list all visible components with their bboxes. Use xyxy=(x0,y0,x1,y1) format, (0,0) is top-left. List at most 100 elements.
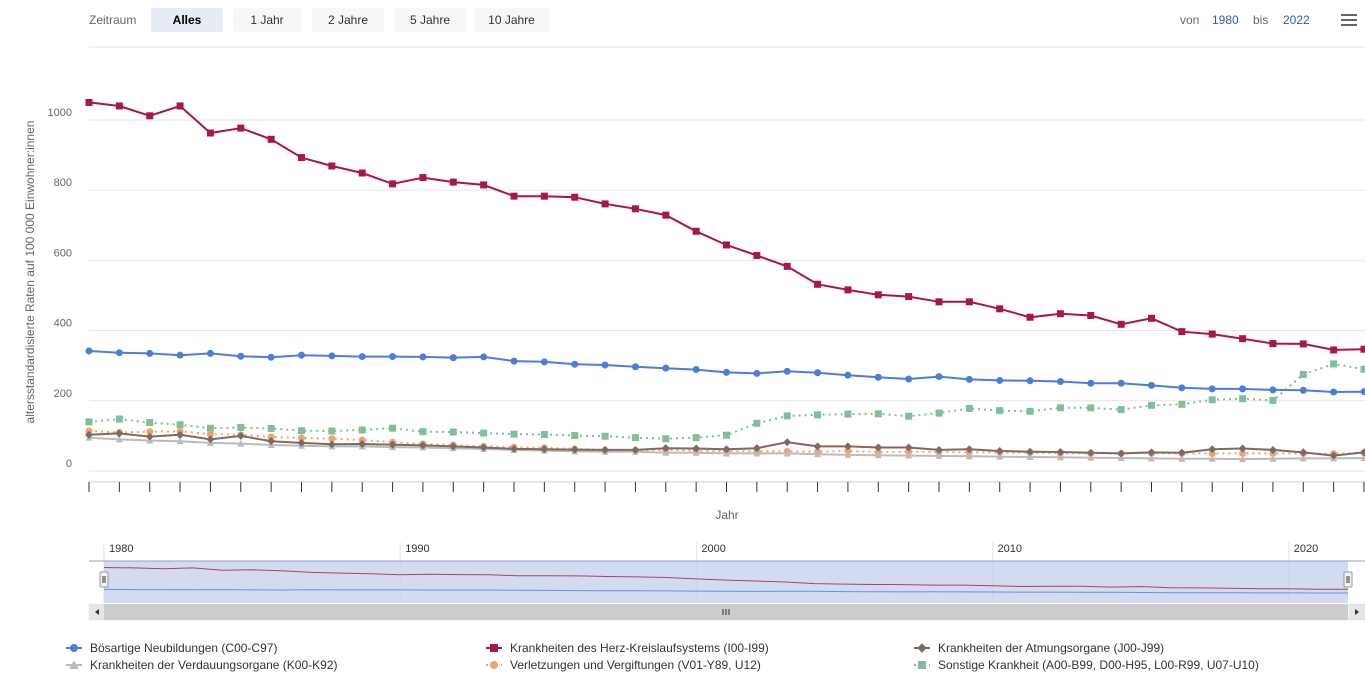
data-point xyxy=(1148,381,1155,389)
data-point xyxy=(753,419,761,427)
zoom-button-2-years[interactable]: 2 Jahre xyxy=(312,8,384,32)
data-point xyxy=(176,351,184,359)
navigator[interactable]: 1980 1990 2000 2010 2020 xyxy=(88,542,1365,621)
data-point xyxy=(145,432,154,441)
data-point xyxy=(692,227,700,235)
data-point xyxy=(389,353,397,361)
scroll-left-arrow-icon[interactable] xyxy=(89,604,104,620)
data-point xyxy=(996,376,1004,384)
data-point xyxy=(1299,454,1307,462)
legend-label: Verletzungen und Vergiftungen (V01-Y89, … xyxy=(510,658,761,672)
y-axis-label: altersstandardisierte Raten auf 100 000 … xyxy=(23,121,37,424)
data-point xyxy=(237,440,245,447)
data-point xyxy=(1056,404,1064,412)
zoom-button-all[interactable]: Alles xyxy=(151,8,223,32)
data-point xyxy=(146,428,154,436)
data-point xyxy=(1269,396,1277,404)
y-tick-label: 600 xyxy=(54,247,72,259)
data-point xyxy=(965,405,973,413)
data-point xyxy=(1299,448,1308,457)
data-point xyxy=(1056,453,1064,461)
data-point xyxy=(1056,377,1064,385)
legend-label: Krankheiten des Herz-Kreislaufsystems (I… xyxy=(510,641,769,655)
zoom-button-1-year[interactable]: 1 Jahr xyxy=(233,8,301,32)
zoom-button-10-years[interactable]: 10 Jahre xyxy=(474,8,549,32)
navigator-handle-left[interactable] xyxy=(99,571,109,588)
series-hk xyxy=(85,98,1365,354)
data-point xyxy=(874,373,882,381)
data-point xyxy=(1087,312,1095,320)
navigator-tick-label: 2000 xyxy=(701,543,725,555)
data-point xyxy=(662,435,670,443)
data-point xyxy=(1026,453,1034,460)
data-point xyxy=(115,429,124,438)
data-point xyxy=(1268,445,1277,454)
scroll-right-arrow-icon[interactable] xyxy=(1349,604,1365,620)
data-point xyxy=(874,443,883,452)
data-point xyxy=(85,430,93,439)
data-point xyxy=(1117,320,1125,328)
data-point xyxy=(540,192,548,200)
data-point xyxy=(1239,455,1247,463)
data-point xyxy=(328,427,336,435)
hamburger-menu-icon[interactable] xyxy=(1341,14,1357,28)
zoom-label: Zeitraum xyxy=(89,13,137,27)
data-point xyxy=(1208,455,1216,462)
data-point xyxy=(783,449,791,457)
data-point xyxy=(540,430,548,438)
data-point xyxy=(814,369,822,377)
data-point xyxy=(298,154,305,162)
data-point xyxy=(267,425,275,433)
navigator-tick-label: 2020 xyxy=(1294,543,1318,555)
series-group xyxy=(85,98,1365,463)
data-point xyxy=(328,162,336,170)
data-point xyxy=(1087,379,1095,387)
navigator-mask[interactable] xyxy=(104,561,1348,603)
data-point xyxy=(419,174,427,182)
legend-symbol-square-icon xyxy=(486,644,502,652)
data-point xyxy=(1360,388,1365,396)
data-point xyxy=(753,251,761,259)
range-from-input[interactable]: 1980 xyxy=(1212,13,1239,27)
legend-symbol-square-icon xyxy=(914,661,930,669)
data-point xyxy=(1056,310,1064,318)
data-point xyxy=(995,446,1004,455)
data-point xyxy=(1117,449,1126,458)
navigator-handle-right[interactable] xyxy=(1343,571,1353,588)
data-point xyxy=(904,443,913,452)
range-to-input[interactable]: 2022 xyxy=(1283,13,1310,27)
data-point xyxy=(206,349,214,357)
legend-symbol-circle-icon xyxy=(66,644,82,652)
navigator-series-bn xyxy=(103,588,1348,594)
data-point xyxy=(1239,335,1247,343)
data-point xyxy=(85,418,93,426)
navigator-scrollbar[interactable] xyxy=(88,603,1365,621)
data-point xyxy=(237,423,245,431)
data-point xyxy=(662,364,670,372)
data-point xyxy=(844,451,852,458)
data-point xyxy=(1178,400,1186,408)
data-point xyxy=(1026,377,1034,385)
data-point xyxy=(1148,314,1155,322)
data-point xyxy=(115,349,123,357)
data-point xyxy=(905,452,913,459)
data-point xyxy=(510,357,518,365)
zoom-button-5-years[interactable]: 5 Jahre xyxy=(394,8,466,32)
data-point xyxy=(996,407,1004,415)
data-point xyxy=(328,352,336,360)
series-line-hk xyxy=(88,101,1365,351)
data-point xyxy=(85,98,93,106)
data-point xyxy=(662,211,670,219)
data-point xyxy=(115,435,123,443)
data-point xyxy=(571,360,579,368)
range-selector: Zeitraum Alles 1 Jahr 2 Jahre 5 Jahre 10… xyxy=(0,8,1365,32)
data-point xyxy=(874,291,882,299)
data-point xyxy=(176,430,185,439)
data-point xyxy=(480,181,488,189)
data-point xyxy=(206,129,214,137)
data-point xyxy=(419,428,427,436)
data-point xyxy=(692,444,701,453)
y-axis-ticks: 0 200 400 600 800 1000 xyxy=(48,107,72,470)
data-point xyxy=(85,347,93,355)
data-point xyxy=(1269,386,1277,394)
